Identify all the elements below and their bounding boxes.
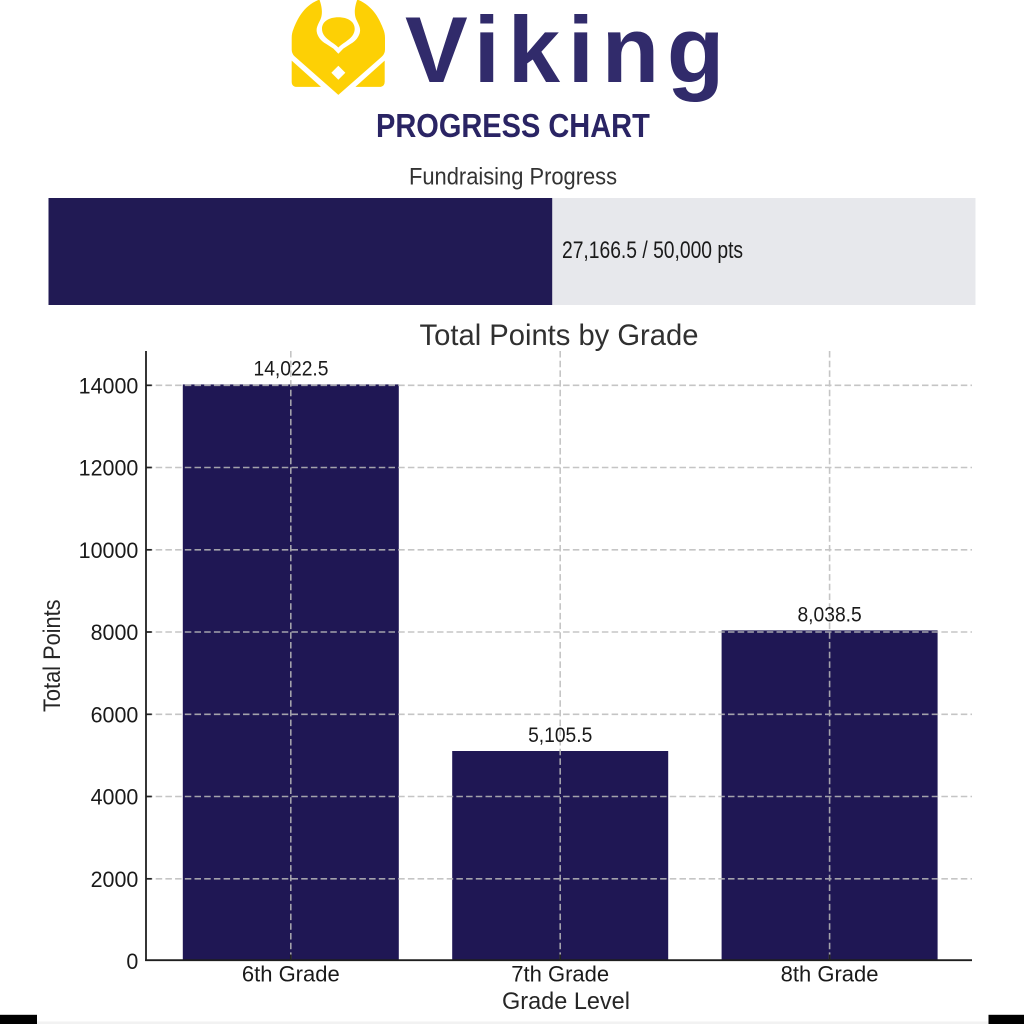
svg-text:8000: 8000 (91, 620, 139, 645)
svg-text:8,038.5: 8,038.5 (797, 604, 861, 627)
svg-text:Grade Level: Grade Level (502, 989, 630, 1015)
svg-text:6000: 6000 (91, 702, 139, 727)
svg-text:6th Grade: 6th Grade (242, 961, 340, 986)
svg-text:PROGRESS CHART: PROGRESS CHART (376, 107, 650, 144)
svg-text:Total Points: Total Points (38, 599, 65, 712)
svg-text:2000: 2000 (91, 867, 139, 892)
svg-text:Viking: Viking (405, 0, 732, 102)
svg-text:14,022.5: 14,022.5 (254, 358, 329, 381)
svg-text:27,166.5 / 50,000 pts: 27,166.5 / 50,000 pts (562, 236, 743, 264)
svg-text:10000: 10000 (79, 538, 139, 563)
svg-text:0: 0 (126, 949, 138, 974)
svg-text:8th Grade: 8th Grade (781, 961, 879, 986)
svg-text:4000: 4000 (91, 784, 139, 809)
svg-text:Fundraising Progress: Fundraising Progress (409, 163, 617, 190)
svg-text:7th Grade: 7th Grade (511, 961, 609, 986)
svg-text:Total Points by Grade: Total Points by Grade (420, 319, 699, 352)
svg-text:14000: 14000 (79, 373, 139, 398)
svg-text:12000: 12000 (79, 455, 139, 480)
svg-text:5,105.5: 5,105.5 (528, 724, 592, 747)
